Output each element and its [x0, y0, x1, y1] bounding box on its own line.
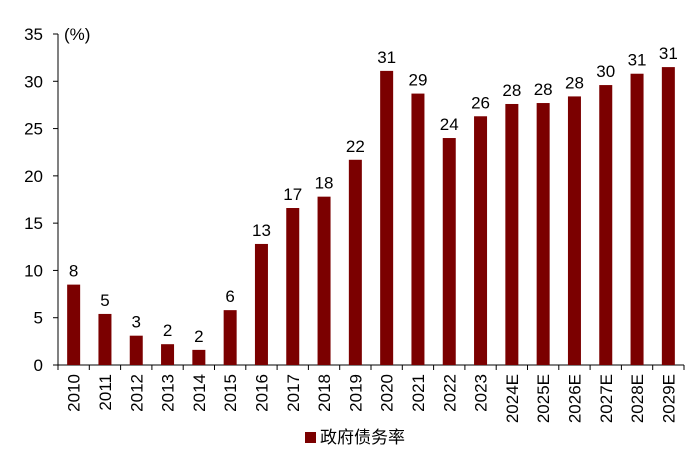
bar	[67, 284, 81, 365]
bar	[411, 93, 425, 365]
legend-label: 政府债务率	[320, 428, 405, 447]
data-label: 29	[408, 71, 427, 90]
x-tick-label: 2028E	[628, 374, 647, 423]
data-label: 28	[502, 81, 521, 100]
y-tick-label: 0	[34, 356, 43, 375]
bar	[223, 310, 237, 365]
x-tick-label: 2010	[65, 374, 84, 412]
bar	[599, 85, 613, 365]
data-label: 2	[163, 321, 172, 340]
data-label: 26	[471, 93, 490, 112]
data-label: 30	[596, 62, 615, 81]
data-label: 18	[315, 174, 334, 193]
x-tick-label: 2012	[127, 374, 146, 412]
bar	[98, 313, 112, 365]
bar	[442, 138, 456, 365]
data-label: 3	[132, 313, 141, 332]
bar	[630, 73, 644, 365]
legend-swatch	[305, 432, 316, 443]
bar	[661, 67, 675, 365]
x-tick-label: 2022	[440, 374, 459, 412]
y-tick-label: 20	[24, 167, 43, 186]
data-label: 31	[377, 48, 396, 67]
bar	[567, 96, 581, 365]
y-tick-label: 35	[24, 25, 43, 44]
x-tick-label: 2024E	[503, 374, 522, 423]
x-tick-label: 2017	[284, 374, 303, 412]
x-tick-label: 2027E	[597, 374, 616, 423]
y-tick-label: 30	[24, 72, 43, 91]
y-tick-label: 25	[24, 120, 43, 139]
x-tick-label: 2013	[159, 374, 178, 412]
data-label: 5	[100, 291, 109, 310]
bar	[505, 103, 519, 366]
x-tick-label: 2016	[252, 374, 271, 412]
x-tick-label: 2029E	[659, 374, 678, 423]
bars	[67, 67, 675, 366]
legend: 政府债务率	[305, 428, 405, 447]
data-label: 6	[225, 287, 234, 306]
x-tick-label: 2020	[378, 374, 397, 412]
x-tick-label: 2025E	[534, 374, 553, 423]
x-axis: 2010 2011 2012 2013 2014 2015 2016 2017 2018 2019…	[57, 364, 685, 423]
bar	[380, 70, 394, 365]
data-label: 17	[283, 185, 302, 204]
y-axis: 0 5 10 15 20 25 30 35	[24, 25, 59, 375]
y-axis-unit-label: (%)	[64, 25, 90, 44]
bar	[474, 116, 488, 365]
x-tick-label: 2011	[96, 374, 115, 411]
data-label: 8	[69, 262, 78, 281]
x-tick-label: 2015	[221, 374, 240, 412]
y-tick-label: 15	[24, 214, 43, 233]
bar	[286, 208, 300, 365]
data-label: 28	[565, 73, 584, 92]
bar	[317, 196, 331, 365]
data-label: 31	[659, 44, 678, 63]
x-tick-label: 2021	[409, 374, 428, 412]
bar	[254, 243, 268, 365]
data-label: 22	[346, 137, 365, 156]
x-tick-label: 2018	[315, 374, 334, 412]
data-label: 28	[534, 80, 553, 99]
x-tick-label: 2019	[346, 374, 365, 412]
bar	[536, 103, 550, 365]
y-tick-label: 10	[24, 261, 43, 280]
data-label: 24	[440, 115, 459, 134]
bar	[161, 344, 175, 365]
bar	[129, 335, 143, 365]
data-label: 31	[628, 51, 647, 70]
x-tick-label: 2023	[472, 374, 491, 412]
x-tick-label: 2014	[190, 374, 209, 412]
x-tick-label: 2026E	[565, 374, 584, 423]
data-label: 13	[252, 221, 271, 240]
data-label: 2	[194, 327, 203, 346]
y-tick-label: 5	[34, 309, 43, 328]
bar	[192, 349, 206, 365]
bar	[348, 159, 362, 365]
